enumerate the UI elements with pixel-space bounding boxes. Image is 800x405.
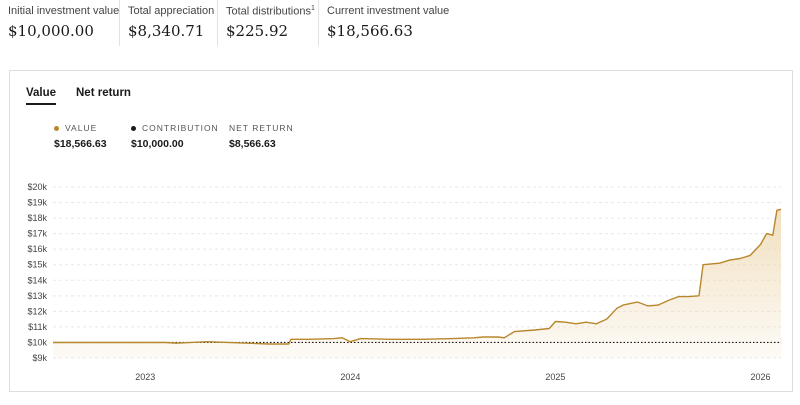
y-tick-label: $16k [27,244,47,254]
tab-value[interactable]: Value [26,87,57,105]
legend-contribution-amount: $10,000.00 [131,138,184,150]
x-tick-label: 2023 [135,372,155,382]
y-tick-label: $12k [27,306,47,316]
y-tick-label: $19k [27,198,47,208]
y-tick-label: $20k [27,182,47,192]
stat-initial-investment: Initial investment value $10,000.00 [0,0,120,46]
value-dot-icon [54,125,59,131]
footnote-marker[interactable]: 1 [311,5,315,12]
y-tick-label: $11k [28,322,47,332]
stat-label: Total distributions1 [226,5,315,18]
y-tick-label: $13k [27,291,47,301]
stat-label: Total appreciation [128,5,215,17]
stat-value: $18,566.63 [327,22,413,40]
y-tick-label: $14k [27,275,47,285]
x-tick-label: 2025 [545,372,565,382]
legend-net-return: NET RETURN $8,566.63 [229,123,294,150]
y-tick-label: $9k [32,353,47,363]
y-tick-label: $17k [27,229,47,239]
y-tick-label: $10k [27,337,47,347]
legend-net-return-amount: $8,566.63 [229,138,276,150]
summary-stats: Initial investment value $10,000.00 Tota… [0,0,800,50]
stat-value: $10,000.00 [8,22,94,40]
legend-contribution: CONTRIBUTION $10,000.00 [131,123,219,150]
stat-current-investment: Current investment value $18,566.63 [318,0,479,46]
stat-total-distributions: Total distributions1 $225.92 [217,0,316,46]
value-line [53,208,782,345]
chart-card: Value Net return VALUE $18,566.63 CONTRI… [9,70,793,392]
stat-label: Current investment value [327,5,450,17]
stat-total-appreciation: Total appreciation $8,340.71 [119,0,214,46]
contribution-dot-icon [131,125,136,131]
legend-value: VALUE $18,566.63 [54,123,107,150]
x-tick-label: 2026 [750,372,770,382]
value-area [53,209,781,358]
y-tick-label: $18k [27,213,47,223]
tab-net-return[interactable]: Net return [76,87,131,99]
stat-value: $8,340.71 [128,22,205,40]
value-chart[interactable]: $9k $10k $11k $12k $13k $14k $15k $16k $17k $18k $… [10,71,792,391]
stat-label: Initial investment value [8,5,120,17]
stat-value: $225.92 [226,22,289,40]
y-tick-label: $15k [27,260,47,270]
legend-value-amount: $18,566.63 [54,138,107,150]
x-tick-label: 2024 [340,372,360,382]
